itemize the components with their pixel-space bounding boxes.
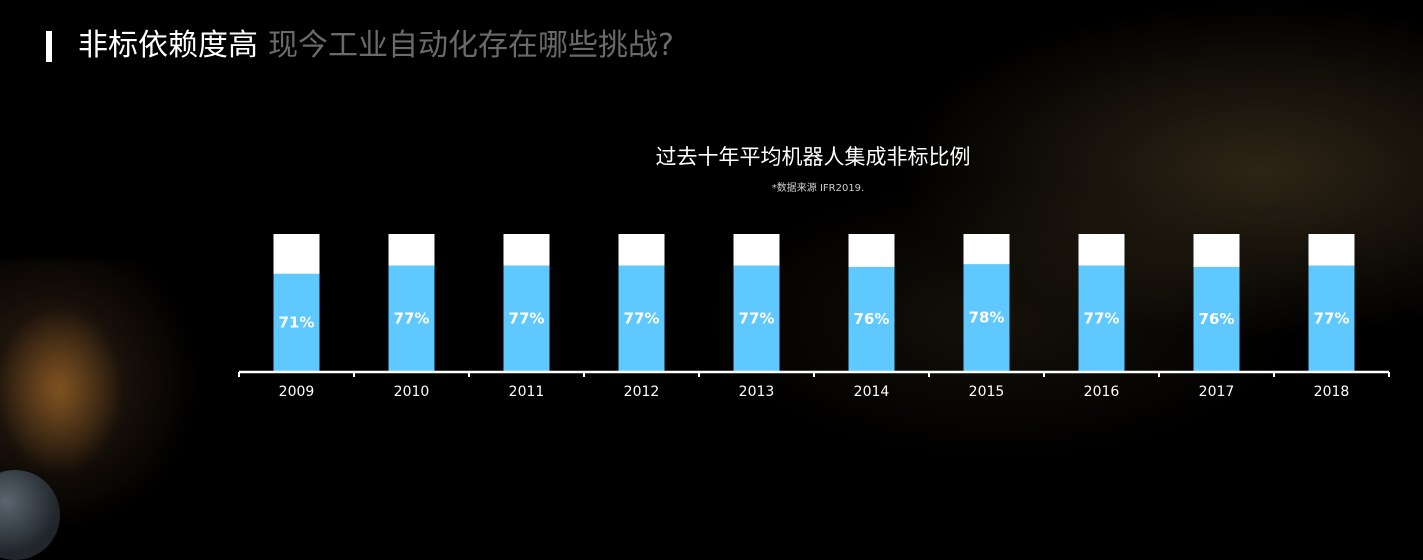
bar-value-segment <box>273 273 320 371</box>
bar-value-label: 77% <box>1084 309 1120 327</box>
page-title-main: 非标依赖度高 <box>78 28 258 63</box>
x-tick-label: 2016 <box>1084 384 1120 400</box>
bar-value-segment <box>848 266 895 371</box>
bar-value-segment <box>618 265 665 371</box>
x-tick-label: 2015 <box>969 384 1005 400</box>
bar-value-segment <box>1193 266 1240 371</box>
x-tick-label: 2011 <box>509 384 545 400</box>
x-tick-label: 2017 <box>1199 384 1235 400</box>
bar-value-label: 71% <box>279 313 315 331</box>
bar-value-segment <box>388 265 435 371</box>
bar-value-label: 78% <box>969 309 1005 327</box>
chart-title: 过去十年平均机器人集成非标比例 <box>655 145 971 169</box>
bar-value-segment <box>503 265 550 371</box>
bar-value-label: 77% <box>1314 309 1350 327</box>
title-accent-bar <box>46 31 52 62</box>
bar-value-segment <box>733 265 780 371</box>
bar-value-label: 76% <box>1199 310 1235 328</box>
bar-value-label: 77% <box>624 309 660 327</box>
bar-value-segment <box>963 264 1010 371</box>
x-tick-label: 2010 <box>394 384 430 400</box>
bar-value-label: 77% <box>739 309 775 327</box>
bar-value-label: 77% <box>394 309 430 327</box>
bar-value-segment <box>1308 265 1355 371</box>
page-title-sub: 现今工业自动化存在哪些挑战? <box>268 28 674 63</box>
x-tick-label: 2014 <box>854 384 890 400</box>
bar-value-segment <box>1078 265 1125 371</box>
x-tick-label: 2012 <box>624 384 660 400</box>
bar-value-label: 77% <box>509 309 545 327</box>
x-tick-label: 2018 <box>1314 384 1350 400</box>
chart-source-note: *数据来源 IFR2019. <box>771 183 865 194</box>
x-tick-label: 2013 <box>739 384 775 400</box>
bar-value-label: 76% <box>854 310 890 328</box>
page-title: 非标依赖度高 现今工业自动化存在哪些挑战? <box>78 24 674 68</box>
stacked-bar-chart: 71% 2009 77% 2010 77% 2011 77% 2012 77% 2013 76% 20… <box>238 234 1390 400</box>
x-tick-label: 2009 <box>279 384 315 400</box>
